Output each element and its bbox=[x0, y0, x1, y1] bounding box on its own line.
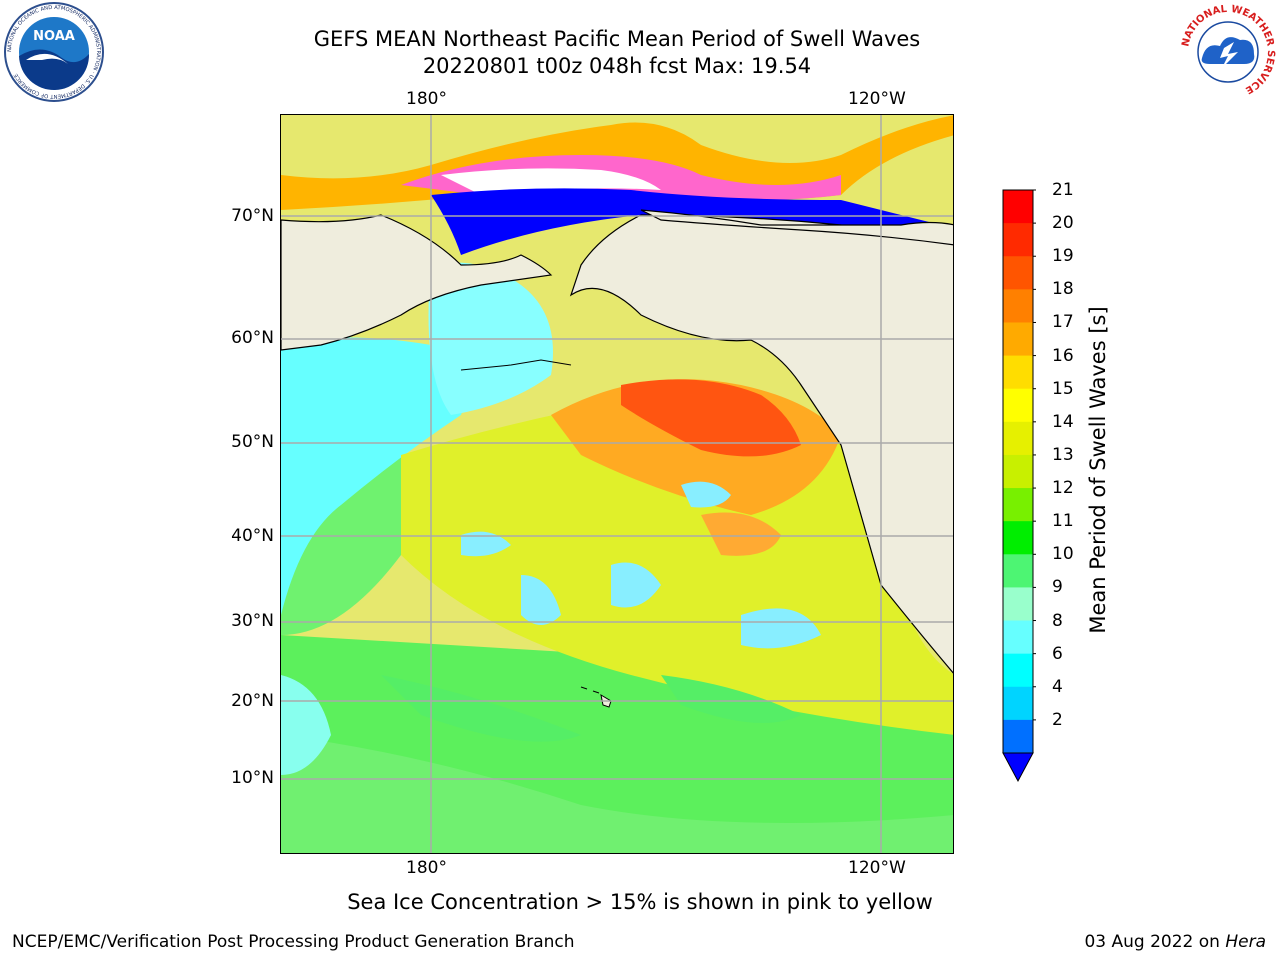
region-yellow-main bbox=[401, 393, 953, 735]
lat-label-40n: 40°N bbox=[231, 526, 274, 546]
colorbar-band bbox=[1003, 521, 1033, 555]
colorbar-band bbox=[1003, 421, 1033, 456]
lat-label-20n: 20°N bbox=[231, 691, 274, 711]
svg-text:NOAA: NOAA bbox=[33, 29, 75, 44]
colorbar-tick-label: 18 bbox=[1052, 279, 1074, 300]
lon-label-bottom-180: 180° bbox=[406, 858, 447, 878]
colorbar bbox=[1002, 189, 1036, 783]
sea-ice-caption: Sea Ice Concentration > 15% is shown in … bbox=[347, 890, 933, 914]
lon-label-top-180: 180° bbox=[406, 89, 447, 109]
lat-label-30n: 30°N bbox=[231, 611, 274, 631]
colorbar-band bbox=[1003, 322, 1033, 357]
colorbar-band bbox=[1003, 388, 1033, 423]
colorbar-border bbox=[1002, 189, 1034, 754]
colorbar-tick-label: 2 bbox=[1052, 709, 1063, 730]
footer-date: 03 Aug 2022 on Hera bbox=[1084, 932, 1266, 952]
region-cyan-blob1 bbox=[681, 481, 731, 508]
footer-host: Hera bbox=[1225, 932, 1266, 952]
colorbar-band bbox=[1003, 587, 1033, 622]
colorbar-tick-label: 13 bbox=[1052, 444, 1074, 465]
region-cyan-west2 bbox=[281, 675, 331, 775]
hawaii-islands bbox=[580, 686, 612, 708]
colorbar-band bbox=[1003, 454, 1033, 489]
footer-date-text: 03 Aug 2022 on bbox=[1084, 932, 1226, 952]
colorbar-band bbox=[1003, 620, 1033, 655]
lat-label-70n: 70°N bbox=[231, 206, 274, 226]
colorbar-tick-label: 14 bbox=[1052, 411, 1074, 432]
lat-label-60n: 60°N bbox=[231, 328, 274, 348]
colorbar-tick-label: 20 bbox=[1052, 213, 1074, 234]
colorbar-tick-label: 11 bbox=[1052, 511, 1074, 532]
noaa-logo: NATIONAL OCEANIC AND ATMOSPHERIC ADMINIS… bbox=[4, 2, 104, 102]
colorbar-band bbox=[1003, 190, 1033, 224]
colorbar-tick-label: 10 bbox=[1052, 544, 1074, 565]
colorbar-band bbox=[1003, 653, 1033, 688]
colorbar-tick-label: 4 bbox=[1052, 676, 1063, 697]
colorbar-tick-label: 21 bbox=[1052, 180, 1074, 200]
map-panel[interactable] bbox=[280, 114, 954, 854]
colorbar-band bbox=[1003, 289, 1033, 323]
colorbar-band bbox=[1003, 719, 1033, 754]
colorbar-extend-triangle bbox=[1002, 752, 1034, 783]
aleutians bbox=[460, 359, 572, 371]
region-cyan-blob2 bbox=[611, 562, 661, 608]
colorbar-tick-label: 19 bbox=[1052, 246, 1074, 267]
colorbar-tick-label: 12 bbox=[1052, 478, 1074, 499]
colorbar-tick-label: 9 bbox=[1052, 577, 1063, 598]
colorbar-band bbox=[1003, 686, 1033, 721]
land-siberia bbox=[281, 214, 553, 351]
colorbar-band bbox=[1003, 554, 1033, 588]
colorbar-tick-label: 17 bbox=[1052, 312, 1074, 333]
region-orangered-core bbox=[621, 379, 801, 457]
colorbar-tick-label: 8 bbox=[1052, 610, 1063, 631]
colorbar-tick-label: 6 bbox=[1052, 643, 1063, 664]
chart-title: GEFS MEAN Northeast Pacific Mean Period … bbox=[0, 26, 1234, 80]
land-north-coast bbox=[640, 209, 953, 246]
footer-credit: NCEP/EMC/Verification Post Processing Pr… bbox=[12, 932, 575, 952]
lat-label-50n: 50°N bbox=[231, 432, 274, 452]
region-green-band-south bbox=[281, 735, 953, 853]
colorbar-tick-label: 15 bbox=[1052, 378, 1074, 399]
map-gridlines bbox=[281, 115, 953, 853]
swell-period-field bbox=[281, 115, 953, 853]
lon-label-top-120w: 120°W bbox=[848, 89, 906, 109]
nws-logo: NATIONAL WEATHER SERVICE bbox=[1180, 4, 1276, 100]
title-line-1: GEFS MEAN Northeast Pacific Mean Period … bbox=[313, 27, 921, 51]
region-cyan-west bbox=[281, 337, 467, 615]
lon-label-bottom-120w: 120°W bbox=[848, 858, 906, 878]
colorbar-band bbox=[1003, 355, 1033, 390]
arctic-blue bbox=[431, 188, 941, 255]
colorbar-band bbox=[1003, 488, 1033, 522]
arctic-white bbox=[441, 168, 661, 195]
region-cyan-blob4 bbox=[741, 608, 821, 649]
lat-label-10n: 10°N bbox=[231, 768, 274, 788]
colorbar-tick-label: 16 bbox=[1052, 345, 1074, 366]
title-line-2: 20220801 t00z 048h fcst Max: 19.54 bbox=[422, 54, 812, 78]
colorbar-band bbox=[1003, 256, 1033, 290]
colorbar-band bbox=[1003, 223, 1033, 257]
colorbar-label: Mean Period of Swell Waves [s] bbox=[1086, 306, 1110, 634]
region-cyan-blob5 bbox=[461, 531, 511, 557]
region-orange-mid bbox=[701, 512, 781, 556]
region-green-streak2 bbox=[661, 675, 801, 723]
region-cyan-blob3 bbox=[521, 575, 561, 625]
